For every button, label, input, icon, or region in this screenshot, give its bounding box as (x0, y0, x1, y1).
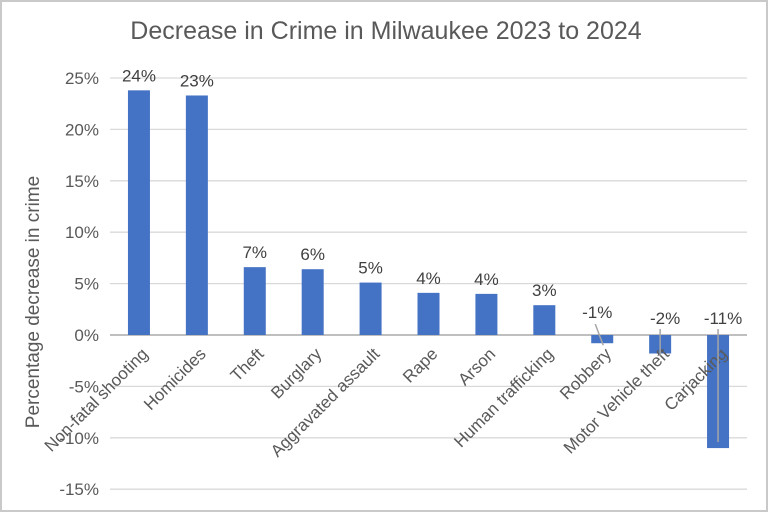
data-label: 23% (180, 71, 214, 90)
y-tick-label: 15% (65, 172, 99, 191)
data-label: 7% (242, 243, 267, 262)
y-tick-label: -10% (59, 429, 99, 448)
category-label: Burglary (267, 344, 326, 403)
chart-title: Decrease in Crime in Milwaukee 2023 to 2… (130, 17, 642, 45)
bar-homicides (185, 95, 208, 335)
label-leader-line (594, 323, 604, 346)
category-label: Human trafficking (450, 344, 557, 451)
data-label: 5% (358, 259, 383, 278)
category-label: Robbery (556, 344, 615, 403)
y-tick-label: -15% (59, 480, 99, 499)
y-tick-label: -5% (69, 377, 99, 396)
y-tick-label: 5% (74, 275, 99, 294)
y-tick-label: 20% (65, 120, 99, 139)
bar-theft (243, 267, 266, 335)
data-label: 24% (122, 66, 156, 85)
bar-robbery (591, 335, 614, 344)
bar-rape (417, 292, 440, 335)
y-tick-label: 0% (74, 326, 99, 345)
bar-arson (475, 293, 498, 335)
data-label: 4% (474, 270, 499, 289)
data-label: -1% (582, 303, 612, 322)
data-label: 4% (416, 269, 441, 288)
category-label: Arson (454, 344, 499, 389)
category-label: Aggravated assault (267, 344, 384, 461)
bar-non-fatal-shooting (127, 90, 150, 335)
category-label: Motor Vehicle theft (560, 344, 673, 457)
category-label: Rape (399, 344, 441, 386)
data-label: -2% (650, 309, 680, 328)
category-label: Homicides (140, 344, 210, 414)
y-tick-label: 25% (65, 69, 99, 88)
data-label: 6% (300, 245, 325, 264)
y-tick-label: 10% (65, 223, 99, 242)
bar-aggravated-assault (359, 282, 382, 335)
bar-human-trafficking (533, 305, 556, 335)
data-label: -11% (704, 309, 742, 328)
category-label: Theft (227, 344, 268, 385)
bar-burglary (301, 269, 324, 335)
data-label: 3% (532, 281, 557, 300)
